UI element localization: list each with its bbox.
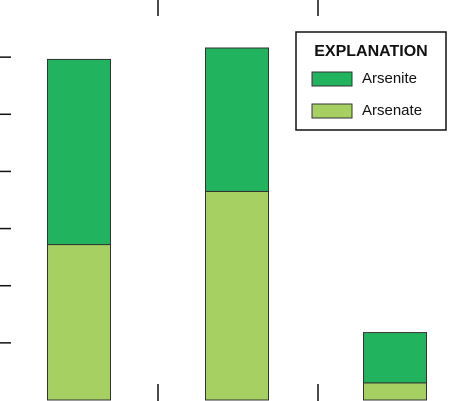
legend-box [295,31,447,131]
bar-segment [363,332,427,384]
legend-swatch [311,103,353,119]
bar-segment [47,244,111,401]
legend-label: Arsenite [362,70,417,87]
bar-segment [363,382,427,401]
legend-swatch [311,71,353,87]
legend-label: Arsenate [362,102,422,119]
bar-segment [205,47,269,192]
legend-title: EXPLANATION [314,43,427,60]
bar-segment [47,58,111,246]
bar-segment [205,190,269,401]
